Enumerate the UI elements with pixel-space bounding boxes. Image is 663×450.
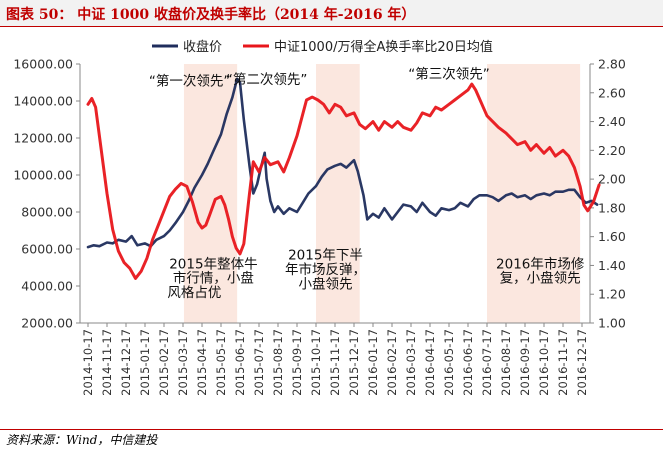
right-tick-label: 1.60 <box>598 229 626 244</box>
chart: 2000.00 4000.00 6000.00 8000.00 10000.00 1200… <box>13 39 626 396</box>
x-tick-label: 2015-07-17 <box>252 329 266 396</box>
right-tick-label: 1.80 <box>598 200 626 215</box>
x-tick-label: 2015-12-17 <box>347 329 361 396</box>
x-tick-label: 2016-12-17 <box>575 329 589 396</box>
annotation-text: 2016年市场修 <box>496 255 585 272</box>
annotation-text: 复，小盘领先 <box>500 270 581 287</box>
chart-title: 图表 50： 中证 1000 收盘价及换手率比（2014 年-2016 年） <box>6 7 416 23</box>
x-tick-label: 2015-09-17 <box>290 329 304 396</box>
x-tick-label: 2014-11-17 <box>100 329 114 396</box>
x-tick-label: 2015-04-17 <box>195 329 209 396</box>
legend-label-close: 收盘价 <box>183 39 222 55</box>
x-tick-label: 2016-03-17 <box>404 329 418 396</box>
close-price-line <box>86 77 599 249</box>
annotation-text: “第二次领先” <box>226 71 308 88</box>
x-tick-label: 2015-05-17 <box>214 329 228 396</box>
left-tick-label: 8000.00 <box>21 205 73 220</box>
x-tick-label: 2016-08-17 <box>499 329 513 396</box>
x-tick-label: 2016-04-17 <box>423 329 437 396</box>
annotation-text: 年市场反弹， <box>285 261 366 278</box>
annotation-text: 小盘领先 <box>299 275 353 292</box>
x-tick-label: 2016-06-17 <box>461 329 475 396</box>
x-tick-label: 2015-10-17 <box>309 329 323 396</box>
right-tick-label: 2.60 <box>598 85 626 100</box>
x-tick-label: 2015-03-17 <box>176 329 190 396</box>
left-tick-label: 10000.00 <box>13 168 73 183</box>
annotation-text: “第三次领先” <box>408 65 490 82</box>
source-divider <box>0 429 663 430</box>
annotation-text: 2015年下半 <box>288 248 363 264</box>
right-tick-label: 2.40 <box>598 114 626 129</box>
x-tick-label: 2016-01-17 <box>366 329 380 396</box>
x-tick-label: 2016-09-17 <box>518 329 532 396</box>
left-tick-label: 12000.00 <box>13 131 73 146</box>
x-tick-label: 2015-06-17 <box>233 329 247 396</box>
annotation-text: “第一次领先” <box>149 73 231 90</box>
left-tick-label: 14000.00 <box>13 94 73 109</box>
x-tick-label: 2015-02-17 <box>157 329 171 396</box>
right-tick-label: 2.80 <box>598 57 626 72</box>
x-tick-label: 2015-11-17 <box>328 329 342 396</box>
x-tick-label: 2016-11-17 <box>556 329 570 396</box>
x-tick-label: 2014-12-17 <box>119 329 133 396</box>
right-tick-label: 2.00 <box>598 172 626 187</box>
x-tick-label: 2016-10-17 <box>537 329 551 396</box>
right-tick-label: 1.20 <box>598 287 626 302</box>
legend-label-ratio: 中证1000/万得全A换手率比20日均值 <box>274 39 493 55</box>
annotation-text: 市行情，小盘 <box>173 270 254 287</box>
left-tick-label: 16000.00 <box>13 57 73 72</box>
title-bar: 图表 50： 中证 1000 收盘价及换手率比（2014 年-2016 年） <box>0 0 663 27</box>
turnover-ratio-line <box>86 82 601 280</box>
highlight-band-3 <box>487 64 581 323</box>
x-tick-label: 2015-08-17 <box>271 329 285 396</box>
left-tick-label: 2000.00 <box>21 316 73 331</box>
x-tick-label: 2014-10-17 <box>81 329 95 396</box>
x-tick-label: 2016-05-17 <box>442 329 456 396</box>
right-tick-label: 1.00 <box>598 316 626 331</box>
x-tick-label: 2016-02-17 <box>385 329 399 396</box>
annotation-text: 风格占优 <box>167 285 221 301</box>
left-tick-label: 4000.00 <box>21 279 73 294</box>
right-tick-label: 2.20 <box>598 143 626 158</box>
right-tick-label: 1.40 <box>598 258 626 273</box>
source-note: 资料来源：Wind，中信建投 <box>6 433 158 447</box>
left-tick-label: 6000.00 <box>21 242 73 257</box>
x-tick-label: 2015-01-17 <box>138 329 152 396</box>
annotation-text: 2015年整体牛 <box>169 256 257 272</box>
x-tick-label: 2016-07-17 <box>480 329 494 396</box>
